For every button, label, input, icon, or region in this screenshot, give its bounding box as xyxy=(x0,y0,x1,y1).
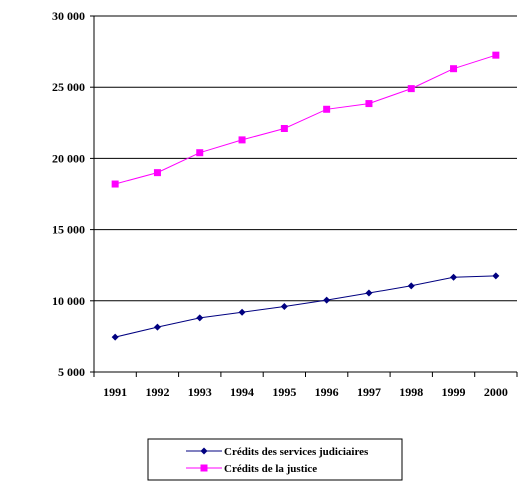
x-tick-label: 1997 xyxy=(357,385,381,399)
data-point-series-1 xyxy=(450,65,458,73)
x-tick-labels: 1991 1992 1993 1994 1995 1996 1997 1998 1999 2000 xyxy=(93,372,518,399)
x-tick-label: 1991 xyxy=(103,385,127,399)
data-point-series-0 xyxy=(238,308,246,316)
series-line-1 xyxy=(115,54,496,185)
x-tick-label: 1994 xyxy=(230,385,254,399)
data-point-series-1 xyxy=(492,51,500,59)
x-tick-label: 1996 xyxy=(315,385,339,399)
data-point-series-1 xyxy=(153,169,161,177)
data-point-series-0 xyxy=(153,323,161,331)
x-tick-label: 1995 xyxy=(272,385,296,399)
y-tick-label: 5 000 xyxy=(58,365,85,379)
x-tick-label: 1992 xyxy=(145,385,169,399)
data-point-series-0 xyxy=(280,302,288,310)
y-tick-label: 25 000 xyxy=(52,80,85,94)
y-tick-label: 10 000 xyxy=(52,294,85,308)
data-point-series-1 xyxy=(365,100,373,108)
data-point-series-0 xyxy=(365,289,373,297)
legend-label-series-0: Crédits des services judiciaires xyxy=(224,446,369,458)
data-point-series-0 xyxy=(323,296,331,304)
legend-marker-series-0 xyxy=(200,447,208,455)
data-point-series-0 xyxy=(450,273,458,281)
data-point-series-1 xyxy=(196,149,204,157)
y-tick-label: 20 000 xyxy=(52,151,85,165)
y-tick-label: 15 000 xyxy=(52,223,85,237)
legend: Crédits des services judiciaires Crédits… xyxy=(147,438,403,481)
data-point-series-0 xyxy=(111,333,119,341)
x-tick-label: 1998 xyxy=(399,385,423,399)
data-point-series-1 xyxy=(238,136,246,144)
series-group xyxy=(111,51,500,341)
legend-box xyxy=(147,438,403,481)
data-point-series-0 xyxy=(196,314,204,322)
data-point-series-1 xyxy=(111,180,119,188)
x-tick-label: 1993 xyxy=(188,385,212,399)
data-point-series-1 xyxy=(323,105,331,113)
y-tick-labels: 5 000 10 000 15 000 20 000 25 000 30 000 xyxy=(52,9,94,379)
data-point-series-0 xyxy=(492,272,500,280)
x-tick-label: 1999 xyxy=(442,385,466,399)
legend-label-series-1: Crédits de la justice xyxy=(224,463,317,475)
data-point-series-0 xyxy=(407,282,415,290)
series-line-0 xyxy=(115,275,496,338)
data-point-series-1 xyxy=(280,124,288,132)
legend-marker-series-1 xyxy=(200,464,208,472)
gridlines xyxy=(94,15,517,302)
y-tick-label: 30 000 xyxy=(52,9,85,23)
x-tick-label: 2000 xyxy=(484,385,508,399)
data-point-series-1 xyxy=(407,85,415,93)
